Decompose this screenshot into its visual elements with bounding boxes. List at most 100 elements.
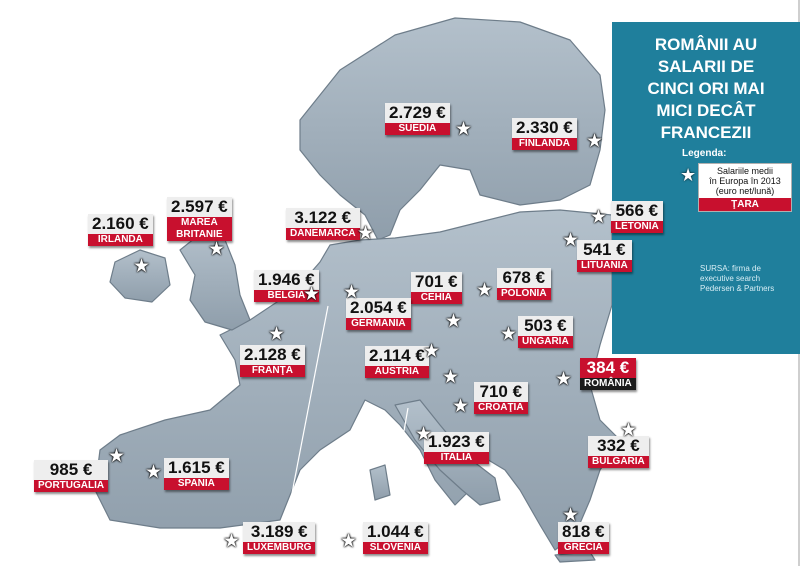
country-label: 2.729 € SUEDIA [385,103,450,135]
country-value: 1.044 € [363,522,428,542]
country-value: 566 € [611,201,663,221]
country-value: 710 € [474,382,528,402]
country-label: 2.330 € FINLANDA [512,118,577,150]
country-label: 2.128 € FRANŢA [240,345,305,377]
country-value: 1.615 € [164,458,229,478]
country-label: 541 € LITUANIA [577,240,632,272]
country-name: POLONIA [497,288,551,300]
country-name: UNGARIA [518,336,573,348]
scandinavia-shape [299,17,606,241]
country-label: 332 € BULGARIA [588,436,649,468]
country-name: GERMANIA [346,318,411,330]
country-label: 710 € CROAŢIA [474,382,528,414]
country-value: 985 € [34,460,109,480]
country-label: 2.114 € AUSTRIA [365,346,429,378]
country-name: CEHIA [411,292,462,304]
country-label: 3.122 € DANEMARCA [286,208,360,240]
country-label: 1.044 € SLOVENIA [363,522,428,554]
star-icon: ★ [208,239,226,260]
star-icon: ★ [145,462,163,483]
country-label: 985 € PORTUGALIA [34,460,109,492]
country-label-highlight: 384 € ROMÂNIA [580,358,636,390]
country-name: BELGIA [254,290,319,302]
star-icon: ★ [108,446,126,467]
country-value: 2.160 € [88,214,153,234]
country-name: BULGARIA [588,456,649,468]
country-value: 2.054 € [346,298,411,318]
country-label: 2.597 € MAREA BRITANIE [167,197,232,241]
star-icon: ★ [500,324,518,345]
map-title: ROMÂNII AU SALARII DE CINCI ORI MAI MICI… [647,35,765,142]
country-label: 1.615 € SPANIA [164,458,229,490]
country-name: FRANŢA [240,365,305,377]
country-value: 701 € [411,272,462,292]
country-name: SUEDIA [385,123,450,135]
country-name: IRLANDA [88,234,153,246]
star-icon: ★ [476,280,494,301]
country-label: 701 € CEHIA [411,272,462,304]
country-label: 1.946 € BELGIA [254,270,319,302]
country-label: 2.160 € IRLANDA [88,214,153,246]
country-label: 2.054 € GERMANIA [346,298,411,330]
country-name: PORTUGALIA [34,480,109,492]
star-icon: ★ [562,505,580,526]
country-name: SLOVENIA [363,542,428,554]
star-icon: ★ [357,223,375,244]
country-name: SPANIA [164,478,229,490]
country-label: 678 € POLONIA [497,268,551,300]
country-name: LETONIA [611,221,663,233]
country-name: ROMÂNIA [580,378,636,390]
star-icon: ★ [223,531,241,552]
country-value: 1.946 € [254,270,319,290]
country-value: 332 € [588,436,649,456]
pointer-lines [282,305,409,541]
country-label: 503 € UNGARIA [518,316,573,348]
country-label: 566 € LETONIA [611,201,663,233]
star-icon: ★ [586,131,604,152]
country-value: 3.189 € [243,522,316,542]
star-icon: ★ [452,396,470,417]
country-value: 2.128 € [240,345,305,365]
country-value: 2.597 € [167,197,232,217]
country-name: LUXEMBURG [243,542,316,554]
country-name: GRECIA [558,542,609,554]
star-icon: ★ [590,207,608,228]
country-name: MAREA BRITANIE [167,217,232,241]
star-icon: ★ [442,367,460,388]
legend-category: ŢARA [699,198,791,211]
country-value: 2.114 € [365,346,429,366]
star-icon: ★ [555,369,573,390]
country-value: 3.122 € [286,208,360,228]
star-icon: ★ [620,420,638,441]
legend-description: Salariile medii în Europa în 2013 (euro … [709,166,781,196]
mainland-shape [94,209,621,551]
country-label: 818 € GRECIA [558,522,609,554]
star-icon: ★ [303,284,321,305]
country-label: 3.189 € LUXEMBURG [243,522,316,554]
star-icon: ★ [423,341,441,362]
country-value: 678 € [497,268,551,288]
country-value: 1.923 € [424,432,489,452]
legend-heading: Legenda: [682,148,727,159]
country-label: 1.923 € ITALIA [424,432,489,464]
country-value: 2.330 € [512,118,577,138]
country-value: 541 € [577,240,632,260]
ireland-shape [109,249,171,303]
star-icon: ★ [133,256,151,277]
country-name: CROAŢIA [474,402,528,414]
star-icon: ★ [445,311,463,332]
country-name: AUSTRIA [365,366,429,378]
sardinia-shape [369,464,391,501]
country-value: 384 € [580,358,636,378]
star-icon: ★ [340,531,358,552]
country-value: 818 € [558,522,609,542]
country-name: DANEMARCA [286,228,360,240]
star-icon: ★ [680,165,697,185]
star-icon: ★ [343,282,361,303]
country-name: ITALIA [424,452,489,464]
star-icon: ★ [562,230,580,251]
star-icon: ★ [455,119,473,140]
country-value: 503 € [518,316,573,336]
country-name: LITUANIA [577,260,632,272]
